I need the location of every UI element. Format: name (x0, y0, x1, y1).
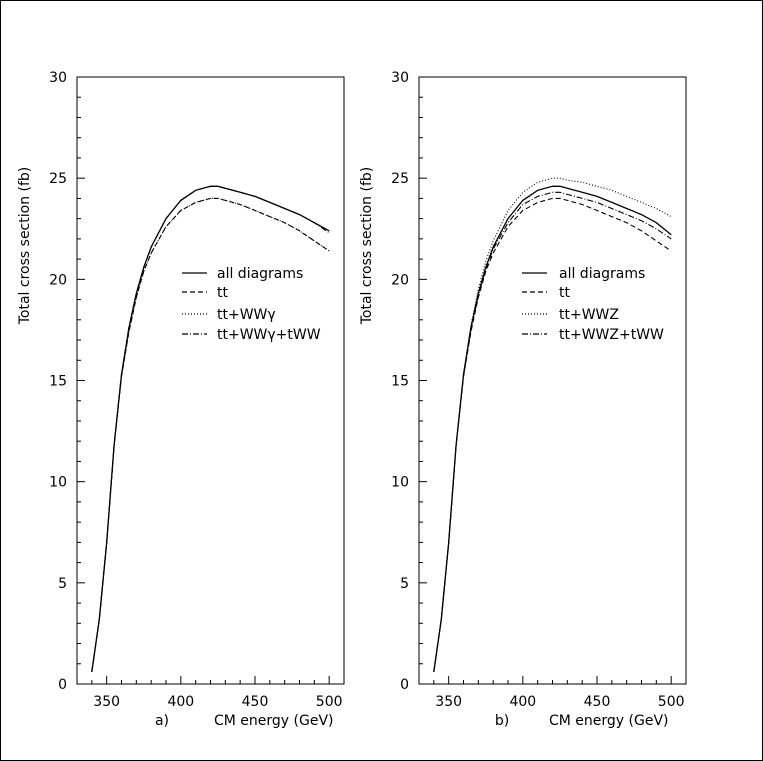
series-line (433, 197, 672, 672)
panel-label: b) (495, 713, 509, 729)
x-tick-label: 350 (435, 694, 462, 710)
chart-panel-b: 0 5 10 15 20 25 30 350 400 450 500 Total cross sect… (359, 70, 687, 729)
legend-label: tt (217, 285, 228, 301)
series-line (433, 185, 672, 672)
x-tick-label: 450 (242, 694, 269, 710)
panel-label: a) (155, 713, 169, 729)
y-tick-label: 0 (58, 677, 67, 693)
x-tick-label: 500 (658, 694, 685, 710)
y-tick-label: 0 (400, 677, 409, 693)
y-tick-label: 10 (391, 475, 409, 491)
legend-label: tt (559, 285, 570, 301)
y-axis-title: Total cross section (fb) (17, 167, 33, 326)
chart-panel-a: 0 5 10 15 20 25 30 350 400 450 500 Total cross sect… (17, 70, 345, 729)
y-tick-label: 20 (391, 272, 409, 288)
x-tick-label: 350 (93, 694, 120, 710)
y-tick-label: 10 (49, 475, 67, 491)
y-axis-title: Total cross section (fb) (359, 167, 375, 326)
legend-label: tt+WWZ (559, 307, 619, 323)
y-tick-label: 15 (391, 374, 409, 390)
y-tick-label: 15 (49, 374, 67, 390)
legend-label: all diagrams (217, 266, 303, 282)
x-tick-label: 500 (316, 694, 343, 710)
x-tick-label: 400 (167, 694, 194, 710)
y-tick-label: 25 (391, 171, 409, 187)
x-axis-title: CM energy (GeV) (549, 713, 669, 729)
series-line (91, 185, 330, 672)
series-line (91, 197, 330, 672)
x-axis-title: CM energy (GeV) (214, 713, 334, 729)
x-tick-label: 450 (584, 694, 611, 710)
series-line (433, 177, 672, 672)
y-tick-label: 30 (49, 70, 67, 86)
legend-label: tt+WWZ+tWW (559, 327, 664, 343)
legend-label: all diagrams (559, 266, 645, 282)
y-tick-label: 5 (58, 576, 67, 592)
y-tick-label: 5 (400, 576, 409, 592)
series-line (433, 191, 672, 672)
y-tick-label: 20 (49, 272, 67, 288)
y-tick-label: 30 (391, 70, 409, 86)
legend-label: tt+WWγ+tWW (217, 327, 321, 343)
y-tick-label: 25 (49, 171, 67, 187)
x-tick-label: 400 (509, 694, 536, 710)
plot-frame (76, 76, 345, 685)
legend-label: tt+WWγ (217, 307, 276, 323)
plot-frame (418, 76, 687, 685)
series-line (91, 185, 330, 672)
